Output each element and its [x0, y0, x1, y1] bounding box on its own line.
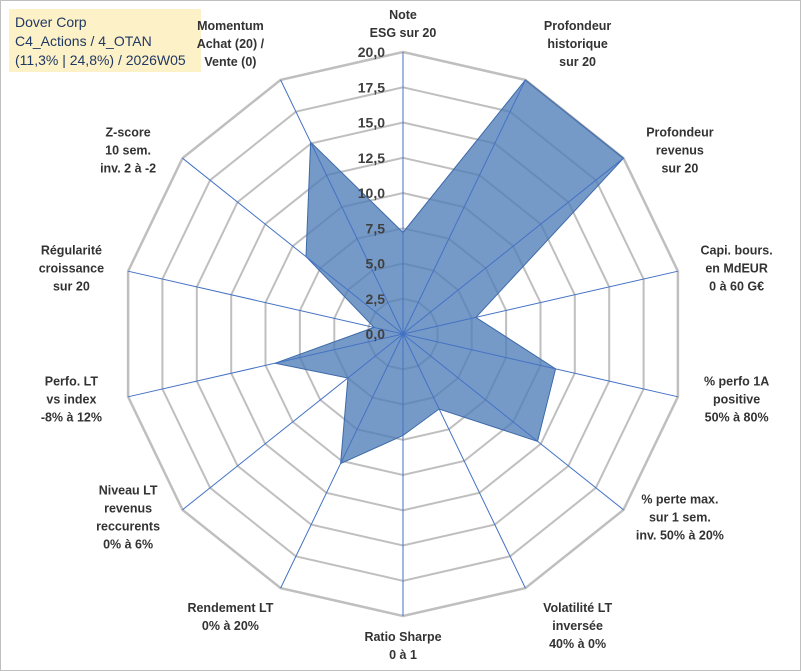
axis-label-9-line-1: revenus	[104, 501, 152, 515]
axis-spoke-2	[402, 157, 624, 335]
axis-label-4-line-0: % perfo 1A	[704, 374, 769, 388]
axis-label-2-line-1: revenus	[656, 144, 704, 158]
tick-label-5: 12,5	[358, 150, 385, 166]
axis-label-13-line-0: Momentum	[197, 19, 264, 33]
axis-label-1: Profondeur historique sur 20	[544, 19, 611, 69]
title-category: C4_Actions / 4_OTAN	[15, 33, 152, 49]
axis-spoke-4	[402, 333, 679, 398]
axis-label-0-line-1: ESG sur 20	[370, 26, 437, 40]
axis-label-9: Niveau LT revenus reccurents 0% à 6%	[96, 483, 160, 551]
axis-label-11: Régularité croissance sur 20	[39, 244, 104, 294]
axis-spoke-6	[402, 333, 526, 589]
axis-spoke-1	[402, 79, 526, 335]
axis-label-1-line-1: historique	[547, 37, 607, 51]
axis-label-8: Rendement LT 0% à 20%	[187, 601, 273, 633]
tick-label-1: 2,5	[366, 291, 386, 307]
axis-label-1-line-0: Profondeur	[544, 19, 611, 33]
axis-label-2: Profondeur revenus sur 20	[646, 126, 713, 176]
axis-label-5: % perte max. sur 1 sem. inv. 50% à 20%	[636, 492, 724, 542]
axis-spoke-11	[127, 270, 404, 335]
axis-label-6-line-0: Volatilité LT	[543, 601, 612, 615]
axis-label-4: % perfo 1A positive 50% à 80%	[704, 374, 769, 424]
axis-label-11-line-2: sur 20	[53, 280, 90, 294]
axis-label-3-line-2: 0 à 60 G€	[709, 280, 764, 294]
axis-label-5-line-2: inv. 50% à 20%	[636, 528, 724, 542]
axis-spoke-8	[280, 333, 404, 589]
title-company: Dover Corp	[15, 14, 87, 30]
axis-spoke-10	[127, 333, 404, 398]
axis-label-7-line-0: Ratio Sharpe	[364, 630, 441, 644]
axis-spoke-9	[182, 333, 404, 511]
tick-label-2: 5,0	[366, 256, 386, 272]
tick-label-0: 0,0	[366, 326, 386, 342]
axis-label-13-line-1: Achat (20) /	[197, 37, 265, 51]
axis-label-3: Capi. bours. en MdEUR 0 à 60 G€	[700, 244, 772, 294]
axis-spoke-5	[402, 333, 624, 511]
axis-label-6-line-1: inversée	[552, 619, 603, 633]
axis-label-4-line-2: 50% à 80%	[705, 410, 769, 424]
tick-label-3: 7,5	[366, 220, 386, 236]
chart-title-box: Dover Corp C4_Actions / 4_OTAN (11,3% | …	[9, 9, 201, 72]
axis-label-3-line-0: Capi. bours.	[700, 244, 772, 258]
axis-label-0: Note ESG sur 20	[370, 8, 437, 40]
axis-spoke-12	[182, 157, 404, 335]
axis-spoke-3	[402, 270, 679, 335]
axis-label-6: Volatilité LT inversée 40% à 0%	[543, 601, 612, 651]
axis-label-7-line-1: 0 à 1	[389, 648, 417, 662]
axis-label-9-line-2: reccurents	[96, 519, 160, 533]
axis-label-11-line-0: Régularité	[41, 244, 102, 258]
axis-label-9-line-0: Niveau LT	[99, 483, 158, 497]
tick-label-4: 10,0	[358, 185, 385, 201]
axis-label-5-line-1: sur 1 sem.	[649, 510, 711, 524]
axis-label-6-line-2: 40% à 0%	[549, 637, 606, 651]
tick-label-8: 20,0	[358, 44, 385, 60]
axis-label-13: Momentum Achat (20) / Vente (0)	[197, 19, 265, 69]
axis-label-10-line-0: Perfo. LT	[45, 374, 99, 388]
axis-label-10-line-1: vs index	[46, 392, 96, 406]
axis-label-8-line-0: Rendement LT	[187, 601, 273, 615]
axis-label-11-line-1: croissance	[39, 262, 104, 276]
tick-label-6: 15,0	[358, 115, 385, 131]
axis-label-13-line-2: Vente (0)	[204, 55, 256, 69]
axis-label-10-line-2: -8% à 12%	[41, 410, 102, 424]
title-stats: (11,3% | 24,8%) / 2026W05	[15, 52, 186, 68]
axis-label-2-line-0: Profondeur	[646, 126, 713, 140]
axis-label-3-line-1: en MdEUR	[705, 262, 768, 276]
axis-spoke-13	[280, 79, 404, 335]
axis-label-5-line-0: % perte max.	[641, 492, 718, 506]
axis-label-8-line-1: 0% à 20%	[202, 619, 259, 633]
axis-label-12-line-2: inv. 2 à -2	[100, 162, 156, 176]
axis-label-12-line-1: 10 sem.	[105, 144, 151, 158]
axis-label-12: Z-score 10 sem. inv. 2 à -2	[100, 126, 156, 176]
axis-label-12-line-0: Z-score	[106, 126, 151, 140]
axis-label-7: Ratio Sharpe 0 à 1	[364, 630, 441, 662]
axis-label-4-line-1: positive	[713, 392, 760, 406]
axis-label-2-line-2: sur 20	[661, 162, 698, 176]
tick-label-7: 17,5	[358, 79, 385, 95]
axis-label-10: Perfo. LT vs index -8% à 12%	[41, 374, 102, 424]
axis-label-9-line-3: 0% à 6%	[103, 537, 153, 551]
axis-label-1-line-2: sur 20	[559, 55, 596, 69]
axis-label-0-line-0: Note	[389, 8, 417, 22]
